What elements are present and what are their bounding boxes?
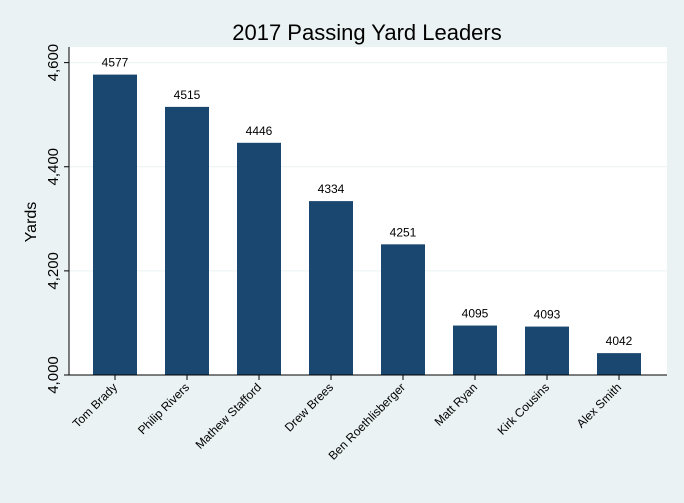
bar-value-label: 4334: [318, 182, 345, 196]
bar-value-label: 4446: [246, 124, 273, 138]
bar-value-label: 4577: [102, 56, 129, 70]
x-axis-ticks: Tom Brady Philip Rivers Mathew Stafford Dre…: [70, 375, 624, 463]
plot-area: [69, 47, 667, 375]
y-tick-label: 4,400: [45, 148, 62, 186]
bar-value-label: 4515: [174, 88, 201, 102]
y-tick-label: 4,200: [45, 252, 62, 290]
chart-title: 2017 Passing Yard Leaders: [232, 20, 502, 45]
bar-value-label: 4251: [390, 225, 417, 239]
bar: [165, 106, 209, 375]
bar: [309, 201, 353, 375]
bar: [237, 142, 281, 375]
bar: [381, 244, 425, 375]
x-tick-label: Philip Rivers: [135, 380, 192, 437]
bar: [597, 353, 641, 375]
y-tick-label: 4,000: [45, 356, 62, 394]
bar-value-label: 4093: [534, 308, 561, 322]
bar-value-label: 4095: [462, 307, 489, 321]
x-tick-label: Tom Brady: [70, 380, 120, 430]
y-tick-label: 4,600: [45, 44, 62, 82]
bars: [93, 74, 641, 375]
bar: [525, 326, 569, 375]
y-axis-title: Yards: [23, 202, 40, 243]
bar: [93, 74, 137, 375]
x-tick-label: Alex Smith: [574, 380, 624, 430]
x-tick-label: Kirk Cousins: [495, 380, 553, 438]
value-labels: 4577 4515 4446 4334 4251 4095 4093 4042: [102, 56, 633, 349]
x-tick-label: Drew Brees: [282, 380, 336, 434]
y-axis-ticks: 4,000 4,200 4,400 4,600: [45, 44, 69, 394]
bar-value-label: 4042: [606, 334, 633, 348]
x-tick-label: Mathew Stafford: [193, 380, 265, 452]
x-tick-label: Matt Ryan: [432, 380, 481, 429]
x-tick-label: Ben Roethlisberger: [326, 380, 409, 463]
bar: [453, 325, 497, 375]
